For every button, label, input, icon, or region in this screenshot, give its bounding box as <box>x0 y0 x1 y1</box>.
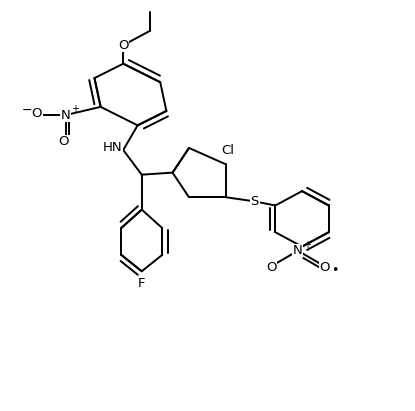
Text: N: N <box>293 244 303 257</box>
Text: O: O <box>266 261 276 274</box>
Text: +: + <box>303 240 311 249</box>
Text: S: S <box>251 195 259 208</box>
Text: O: O <box>118 39 129 52</box>
Text: O: O <box>32 106 42 120</box>
Text: N: N <box>61 109 71 122</box>
Text: HN: HN <box>103 141 123 155</box>
Text: O: O <box>59 135 69 148</box>
Text: Cl: Cl <box>222 143 234 157</box>
Text: O: O <box>320 261 330 274</box>
Text: •: • <box>331 263 339 277</box>
Text: +: + <box>71 104 79 114</box>
Text: −: − <box>22 104 32 117</box>
Text: F: F <box>138 277 146 290</box>
